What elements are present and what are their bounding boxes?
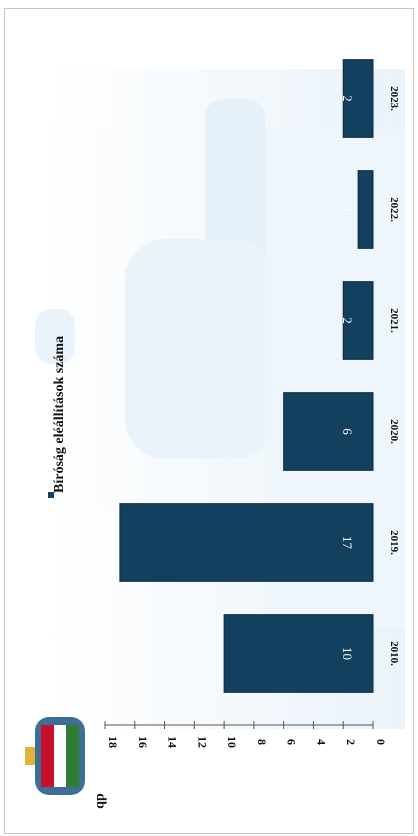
category-axis: 2010. 2019. 2020. 2021. 2022. 2023. xyxy=(388,86,400,666)
bar-value-label: 1 xyxy=(340,206,355,213)
bar xyxy=(283,392,374,471)
value-tick-label: 14 xyxy=(166,736,180,748)
bar xyxy=(357,170,374,249)
category-label: 2019. xyxy=(388,530,400,555)
value-axis: 0 2 4 6 8 10 12 14 16 18 xyxy=(104,721,388,748)
bar xyxy=(342,281,374,360)
value-tick-label: 10 xyxy=(225,736,239,748)
value-tick-label: 12 xyxy=(195,736,209,748)
bar-value-label: 17 xyxy=(340,536,355,550)
y-axis-unit-label: db xyxy=(93,793,108,809)
logo xyxy=(25,717,85,795)
value-tick-label: 0 xyxy=(374,739,388,745)
value-tick-label: 18 xyxy=(106,736,120,748)
legend: Bíróság eléállítások száma xyxy=(48,336,67,498)
bar-value-label: 2 xyxy=(340,95,355,102)
legend-swatch xyxy=(48,492,54,498)
category-label: 2020. xyxy=(388,419,400,444)
value-tick-label: 16 xyxy=(136,736,150,748)
value-tick-label: 2 xyxy=(344,739,358,745)
category-label: 2021. xyxy=(388,308,400,333)
value-tick-label: 4 xyxy=(314,739,328,745)
category-label: 2010. xyxy=(388,641,400,666)
legend-label: Bíróság eléállítások száma xyxy=(52,336,67,493)
value-tick-label: 6 xyxy=(285,739,299,745)
category-label: 2022. xyxy=(388,197,400,222)
bars: 10 17 6 2 1 2 xyxy=(119,59,374,693)
bar-value-label: 6 xyxy=(340,428,355,435)
bar xyxy=(119,503,374,582)
category-label: 2023. xyxy=(388,86,400,111)
bar-value-label: 10 xyxy=(340,647,355,660)
bar-value-label: 2 xyxy=(340,317,355,324)
value-tick-label: 8 xyxy=(255,739,269,745)
chart-frame: 0 2 4 6 8 10 12 14 16 18 10 17 6 2 1 2 2010. 2019. 2020.… xyxy=(4,8,414,834)
bar xyxy=(342,59,374,138)
bar xyxy=(223,614,374,693)
